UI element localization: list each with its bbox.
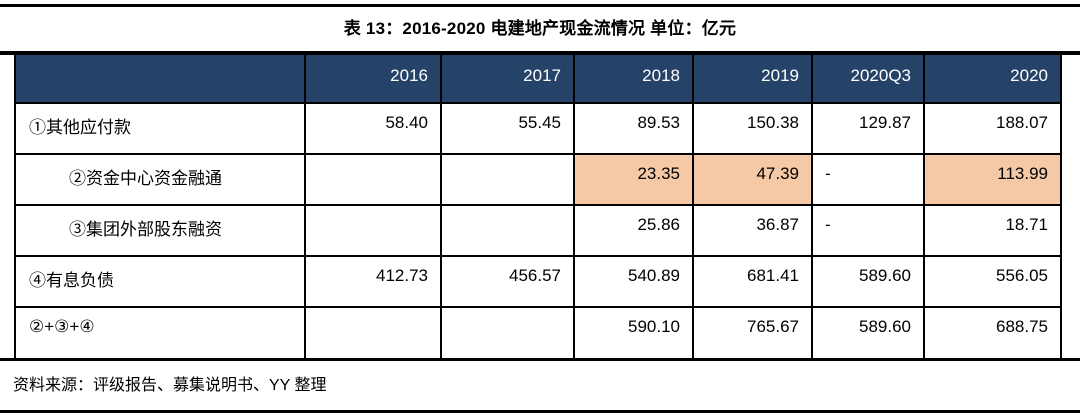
bottom-divider <box>0 410 1080 413</box>
column-header-2018: 2018 <box>573 55 694 104</box>
value-cell: 113.99 <box>923 153 1062 206</box>
value-cell <box>304 153 442 206</box>
header-row: 2016 2017 2018 2019 2020Q3 2020 <box>14 55 1062 104</box>
value-cell <box>304 306 442 358</box>
table-title: 表 13：2016-2020 电建地产现金流情况 单位：亿元 <box>343 19 737 38</box>
value-cell: 89.53 <box>573 102 694 155</box>
value-cell: 590.10 <box>573 306 694 358</box>
row-label: ②+③+④ <box>14 306 306 358</box>
value-cell: 58.40 <box>304 102 442 155</box>
value-cell: 36.87 <box>692 204 813 257</box>
value-cell: 556.05 <box>923 255 1062 308</box>
row-label: ②资金中心资金融通 <box>14 153 306 206</box>
cashflow-table: 2016 2017 2018 2019 2020Q3 2020 ①其他应付款 58.40 55… <box>14 55 1062 358</box>
value-cell: 150.38 <box>692 102 813 155</box>
value-cell: 188.07 <box>923 102 1062 155</box>
value-cell: 55.45 <box>440 102 575 155</box>
value-cell: - <box>811 153 925 206</box>
value-cell: 25.86 <box>573 204 694 257</box>
value-cell: 589.60 <box>811 255 925 308</box>
title-divider <box>0 51 1080 55</box>
column-header-2020Q3: 2020Q3 <box>811 55 925 104</box>
column-header-2016: 2016 <box>304 55 442 104</box>
table-row: ②+③+④ 590.10 765.67 589.60 688.75 <box>14 306 1062 358</box>
value-cell: 412.73 <box>304 255 442 308</box>
table-row: ③集团外部股东融资 25.86 36.87-18.71 <box>14 204 1062 257</box>
value-cell: 456.57 <box>440 255 575 308</box>
value-cell <box>440 204 575 257</box>
column-header-2020: 2020 <box>923 55 1062 104</box>
value-cell: - <box>811 204 925 257</box>
table-bottom-divider <box>0 358 1080 361</box>
row-label: ④有息负债 <box>14 255 306 308</box>
row-label-column-header <box>14 55 306 104</box>
value-cell: 18.71 <box>923 204 1062 257</box>
value-cell: 23.35 <box>573 153 694 206</box>
value-cell <box>440 153 575 206</box>
value-cell: 540.89 <box>573 255 694 308</box>
value-cell: 681.41 <box>692 255 813 308</box>
value-cell <box>440 306 575 358</box>
source-note: 资料来源：评级报告、募集说明书、YY 整理 <box>13 377 327 394</box>
top-divider <box>0 4 1080 7</box>
table-row: ①其他应付款 58.40 55.45 89.53 150.38 129.87 188.07 <box>14 102 1062 155</box>
value-cell: 589.60 <box>811 306 925 358</box>
value-cell: 129.87 <box>811 102 925 155</box>
column-header-2017: 2017 <box>440 55 575 104</box>
table-row: ④有息负债 412.73 456.57 540.89 681.41 589.60 556.0… <box>14 255 1062 308</box>
value-cell: 47.39 <box>692 153 813 206</box>
value-cell: 688.75 <box>923 306 1062 358</box>
column-header-2019: 2019 <box>692 55 813 104</box>
value-cell <box>304 204 442 257</box>
table-row: ②资金中心资金融通 23.35 47.39-113.99 <box>14 153 1062 206</box>
table-body: ①其他应付款 58.40 55.45 89.53 150.38 129.87 188.07 ②… <box>14 102 1062 358</box>
row-label: ①其他应付款 <box>14 102 306 155</box>
row-label: ③集团外部股东融资 <box>14 204 306 257</box>
value-cell: 765.67 <box>692 306 813 358</box>
